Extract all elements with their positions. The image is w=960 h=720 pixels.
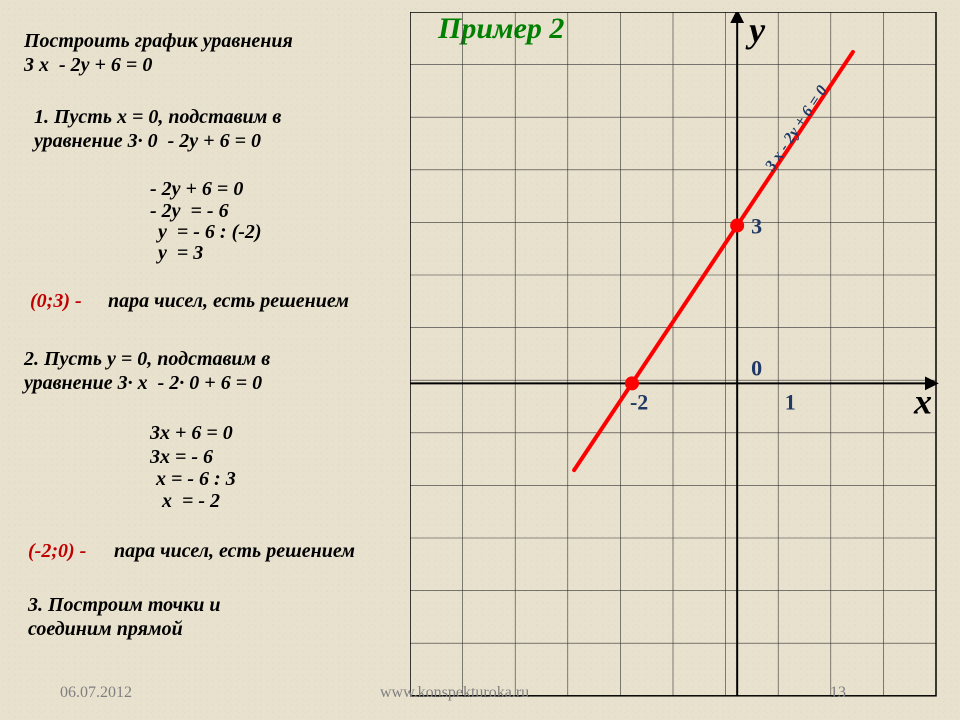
step1-intro1: 1. Пусть х = 0, подставим в	[34, 106, 281, 129]
step2-intro1: 2. Пусть у = 0, подставим в	[24, 348, 270, 371]
step1-text: пара чисел, есть решением	[108, 290, 349, 313]
slide: Построить график уравнения 3 х - 2у + 6 …	[0, 0, 960, 720]
step1-calc3: у = - 6 : (-2)	[158, 221, 262, 244]
step2-calc3: х = - 6 : 3	[156, 468, 236, 491]
step3-line1: 3. Построим точки и	[28, 594, 220, 617]
step2-calc4: х = - 2	[162, 490, 220, 513]
svg-text:3 х - 2у + 6 = 0: 3 х - 2у + 6 = 0	[762, 83, 831, 175]
step1-calc1: - 2у + 6 = 0	[150, 178, 243, 201]
step2-calc1: 3х + 6 = 0	[150, 422, 233, 445]
svg-text:3: 3	[751, 214, 762, 239]
step1-intro2: уравнение 3· 0 - 2у + 6 = 0	[34, 130, 261, 153]
step3-line2: соединим прямой	[28, 618, 183, 641]
svg-text:1: 1	[785, 389, 796, 414]
step2-intro2: уравнение 3· х - 2· 0 + 6 = 0	[24, 372, 262, 395]
svg-text:у: у	[745, 12, 766, 50]
coordinate-chart: у х 01 -2 3 3 х - 2у + 6 = 0	[410, 12, 948, 706]
step1-calc2: - 2у = - 6	[150, 200, 229, 223]
svg-text:х: х	[913, 381, 932, 421]
step1-calc4: у = 3	[158, 242, 203, 265]
problem-line2: 3 х - 2у + 6 = 0	[24, 54, 152, 77]
footer-date: 06.07.2012	[60, 684, 132, 702]
svg-text:-2: -2	[630, 389, 648, 414]
svg-text:0: 0	[751, 355, 762, 380]
step1-pair: (0;3) -	[30, 290, 82, 313]
step2-text: пара чисел, есть решением	[114, 540, 355, 563]
step2-pair: (-2;0) -	[28, 540, 86, 563]
problem-line1: Построить график уравнения	[24, 30, 293, 53]
footer-page: 13	[830, 684, 846, 702]
step2-calc2: 3х = - 6	[150, 446, 213, 469]
footer-site: www.konspekturoka.ru	[380, 684, 529, 702]
